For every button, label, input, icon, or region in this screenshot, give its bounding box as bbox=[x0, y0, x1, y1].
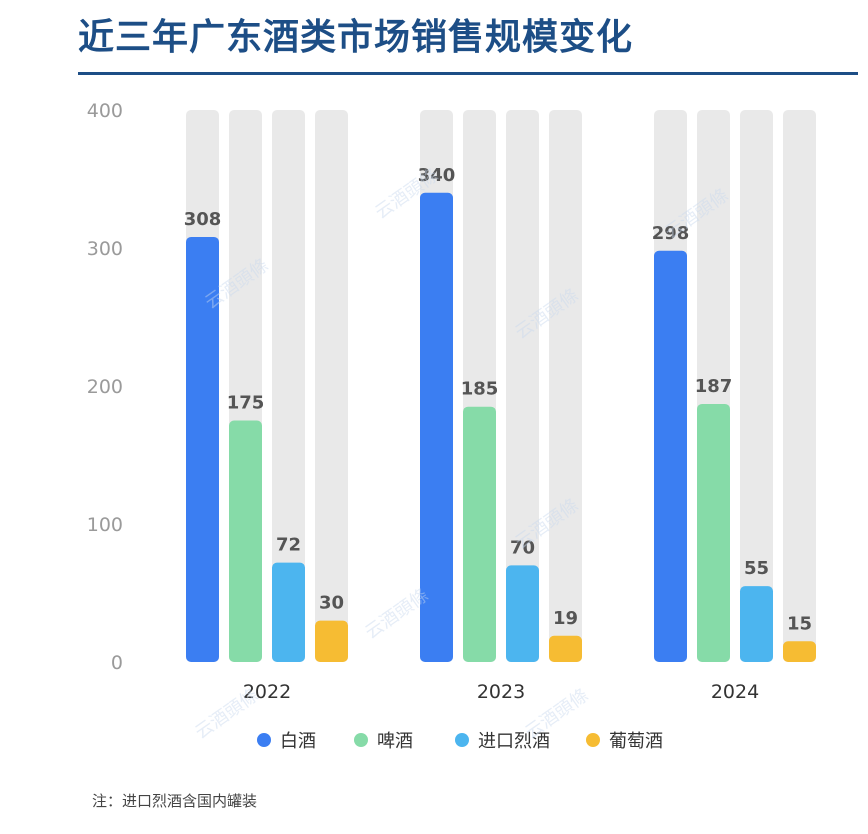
x-tick-label: 2022 bbox=[243, 681, 291, 703]
title-underline bbox=[78, 72, 858, 75]
data-label: 340 bbox=[418, 165, 456, 186]
bar bbox=[420, 192, 453, 663]
data-label: 187 bbox=[695, 376, 733, 397]
data-label: 30 bbox=[319, 593, 344, 614]
footnote: 注：进口烈酒含国内罐装 bbox=[92, 792, 258, 810]
data-label: 15 bbox=[787, 613, 812, 634]
y-tick-label: 100 bbox=[87, 514, 123, 536]
bar bbox=[315, 620, 348, 662]
y-tick-label: 200 bbox=[87, 376, 123, 398]
chart-title: 近三年广东酒类市场销售规模变化 bbox=[78, 17, 634, 58]
data-label: 55 bbox=[744, 558, 769, 579]
data-label: 19 bbox=[553, 608, 578, 629]
data-label: 72 bbox=[276, 535, 301, 556]
y-axis: 0 100 200 300 400 bbox=[87, 100, 123, 674]
bar-track bbox=[783, 110, 816, 662]
data-label: 70 bbox=[510, 537, 535, 558]
bar-track bbox=[272, 110, 305, 662]
bars bbox=[186, 192, 816, 663]
bar bbox=[272, 562, 305, 662]
legend-swatch bbox=[586, 733, 600, 747]
bar bbox=[549, 635, 582, 662]
data-label: 175 bbox=[227, 393, 265, 414]
legend: 白酒 啤酒 进口烈酒 葡萄酒 bbox=[257, 731, 663, 752]
bar bbox=[697, 403, 730, 662]
legend-label: 葡萄酒 bbox=[609, 731, 663, 752]
bar-track bbox=[315, 110, 348, 662]
bar-chart: 0 100 200 300 400 308 175 72 30 340 185 70 19 298 187… bbox=[87, 100, 816, 752]
bar-track bbox=[549, 110, 582, 662]
data-label: 298 bbox=[652, 223, 690, 244]
y-tick-label: 400 bbox=[87, 100, 123, 122]
bar bbox=[654, 250, 687, 662]
bar-track bbox=[740, 110, 773, 662]
bar bbox=[229, 420, 262, 662]
legend-label: 白酒 bbox=[280, 731, 316, 752]
x-tick-label: 2024 bbox=[711, 681, 759, 703]
legend-swatch bbox=[354, 733, 368, 747]
legend-swatch bbox=[455, 733, 469, 747]
data-label: 308 bbox=[184, 209, 222, 230]
bar bbox=[186, 236, 219, 662]
bar-track bbox=[506, 110, 539, 662]
legend-swatch bbox=[257, 733, 271, 747]
y-tick-label: 300 bbox=[87, 238, 123, 260]
bar bbox=[506, 565, 539, 662]
x-axis: 2022 2023 2024 bbox=[243, 681, 759, 703]
bar bbox=[463, 406, 496, 662]
y-tick-label: 0 bbox=[111, 652, 123, 674]
value-labels: 308 175 72 30 340 185 70 19 298 187 55 15 bbox=[184, 165, 812, 634]
bar bbox=[740, 586, 773, 662]
x-tick-label: 2023 bbox=[477, 681, 525, 703]
legend-label: 啤酒 bbox=[377, 731, 413, 752]
bar bbox=[783, 641, 816, 662]
data-label: 185 bbox=[461, 379, 499, 400]
legend-label: 进口烈酒 bbox=[478, 731, 550, 752]
